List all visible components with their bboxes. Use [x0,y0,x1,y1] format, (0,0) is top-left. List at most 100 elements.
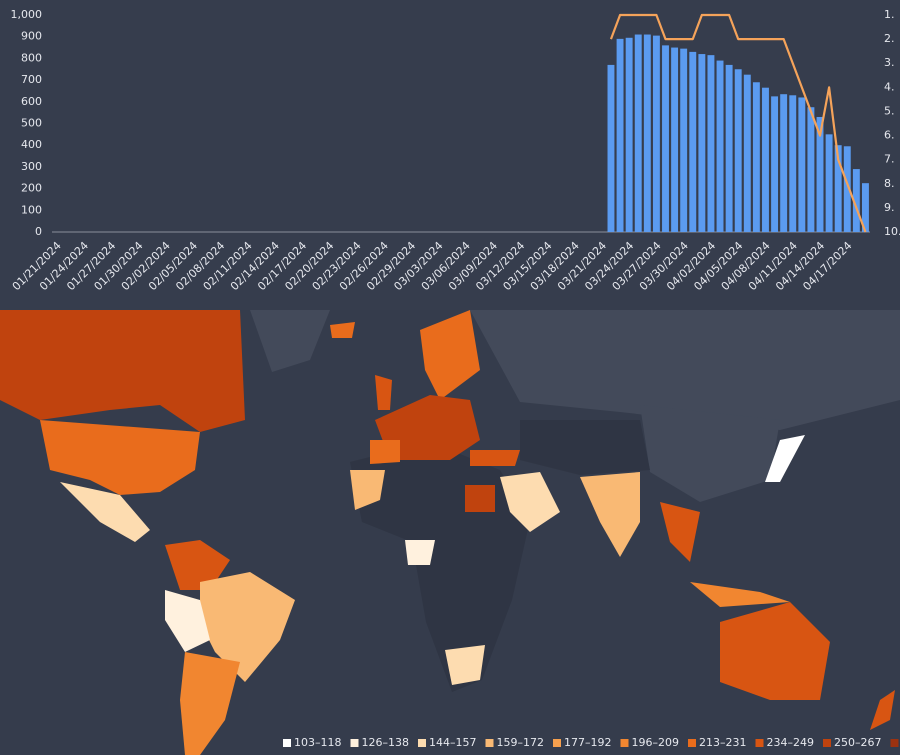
y2-tick-label: 9. [884,201,895,214]
legend-swatch [890,739,899,747]
country [660,502,700,562]
bar [771,96,779,232]
bar [734,69,742,232]
y2-tick-label: 10. [884,225,900,238]
country [370,440,400,464]
y-tick-label: 1,000 [11,8,43,21]
country [870,690,895,730]
legend-swatch [823,739,831,747]
y-tick-label: 600 [21,95,42,108]
country [470,450,520,466]
line [609,13,867,233]
y2-tick-label: 2. [884,32,895,45]
bar [743,74,751,232]
country [580,472,640,557]
legend-swatch [620,739,629,747]
country [500,472,560,532]
legend-swatch [350,739,359,747]
bar [625,37,633,232]
bar [807,107,815,232]
country [375,375,392,410]
y-tick-label: 300 [21,160,42,173]
bar [825,134,833,232]
legend-label: 234–249 [767,736,815,749]
bar [607,64,615,232]
bar [789,95,797,232]
bar [752,82,760,233]
legend-swatch [485,739,494,747]
y-tick-label: 200 [21,182,42,195]
country [330,322,355,338]
country [520,420,650,475]
bar [616,38,624,233]
country [690,582,790,607]
country [60,482,150,542]
legend-label: 177–192 [564,736,612,749]
legend-swatch [283,739,291,747]
country [40,420,200,495]
country [200,572,295,682]
country [165,590,210,652]
bar [862,183,869,232]
bar [680,48,688,233]
bar [834,145,842,232]
legend-label: 126–138 [362,736,410,749]
legend-swatch [755,739,764,747]
country [250,310,330,372]
bar [707,55,715,232]
bar [634,34,642,232]
bar [843,146,851,232]
y2-tick-label: 7. [884,153,895,166]
legend-swatch [418,739,426,747]
country [465,485,495,512]
bar [798,97,806,233]
legend-label: 250–267 [834,736,882,749]
bar [780,94,788,232]
bar [662,45,669,232]
y-tick-label: 400 [21,138,42,151]
bar [671,47,679,232]
bar [816,116,824,232]
y2-tick-label: 5. [884,104,895,117]
legend-swatch [553,739,561,747]
bar [716,60,724,232]
country [180,652,240,755]
country [640,405,780,502]
y2-tick-label: 1. [884,8,895,21]
legend-label: 213–231 [699,736,747,749]
bar [689,51,697,232]
bar [852,169,860,232]
country [375,395,480,460]
legend-label: 103–118 [294,736,342,749]
world-map [0,310,900,755]
map-legend: 103–118 126–138 144–157 159–172 177–192 196–2… [283,736,899,749]
y-tick-label: 900 [21,30,42,43]
country [0,310,245,432]
bar [762,87,769,232]
bar [698,54,706,233]
y-tick-label: 700 [21,73,42,86]
bar [652,35,660,232]
legend-label: 159–172 [497,736,545,749]
country [420,310,480,400]
legend-label: 144–157 [429,736,477,749]
country [165,540,230,590]
country [445,645,485,685]
country [765,435,805,482]
y-tick-label: 500 [21,117,42,130]
bar [725,64,733,232]
y2-tick-label: 8. [884,177,895,190]
y2-tick-label: 4. [884,80,895,93]
country [350,470,385,510]
y-tick-label: 100 [21,203,42,216]
legend-label: 196–209 [632,736,680,749]
legend-swatch [688,739,696,747]
y-tick-label: 0 [35,225,42,238]
country [720,602,830,700]
country [470,310,900,430]
bar [643,34,651,232]
y-tick-label: 800 [21,51,42,64]
y2-tick-label: 6. [884,129,895,142]
country [405,540,435,565]
